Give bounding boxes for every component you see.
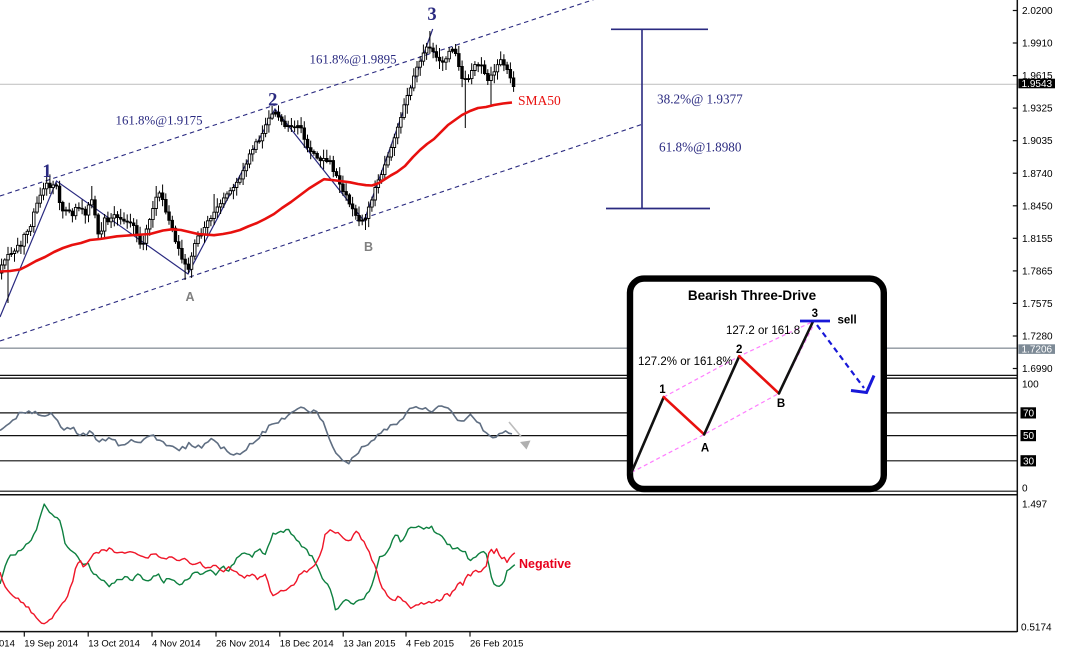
- svg-text:2: 2: [268, 91, 277, 111]
- svg-text:SMA50: SMA50: [518, 93, 561, 108]
- svg-text:B: B: [777, 398, 785, 410]
- svg-text:1.8155: 1.8155: [1022, 234, 1053, 245]
- svg-text:1.7575: 1.7575: [1022, 299, 1053, 310]
- svg-text:1.6990: 1.6990: [1022, 364, 1053, 375]
- svg-text:014: 014: [0, 639, 15, 650]
- svg-text:0: 0: [1022, 484, 1028, 495]
- svg-text:Bearish Three-Drive: Bearish Three-Drive: [688, 288, 817, 303]
- svg-text:1: 1: [659, 384, 666, 396]
- svg-text:100: 100: [1022, 380, 1039, 391]
- svg-text:B: B: [364, 240, 373, 254]
- svg-text:4 Feb 2015: 4 Feb 2015: [406, 639, 454, 650]
- svg-text:161.8%@1.9895: 161.8%@1.9895: [310, 53, 397, 67]
- svg-text:13 Oct 2014: 13 Oct 2014: [88, 639, 140, 650]
- svg-text:A: A: [701, 443, 709, 455]
- svg-text:1.7865: 1.7865: [1022, 266, 1053, 277]
- svg-text:4 Nov 2014: 4 Nov 2014: [152, 639, 201, 650]
- svg-text:70: 70: [1023, 409, 1035, 420]
- svg-text:A: A: [185, 290, 194, 304]
- svg-text:13 Jan 2015: 13 Jan 2015: [343, 639, 395, 650]
- svg-text:sell: sell: [838, 315, 857, 327]
- svg-text:1.9035: 1.9035: [1022, 136, 1053, 147]
- svg-text:1.7206: 1.7206: [1022, 344, 1053, 355]
- svg-text:1.8740: 1.8740: [1022, 169, 1053, 180]
- svg-text:127.2 or 161.8: 127.2 or 161.8: [726, 325, 800, 337]
- svg-text:1.497: 1.497: [1022, 500, 1047, 511]
- svg-text:1.9325: 1.9325: [1022, 104, 1053, 115]
- svg-text:19 Sep 2014: 19 Sep 2014: [24, 639, 78, 650]
- svg-text:1.9615: 1.9615: [1022, 71, 1053, 82]
- svg-text:26 Feb 2015: 26 Feb 2015: [470, 639, 523, 650]
- svg-text:61.8%@1.8980: 61.8%@1.8980: [659, 140, 742, 155]
- svg-text:0.5174: 0.5174: [1021, 623, 1052, 634]
- svg-text:30: 30: [1023, 456, 1035, 467]
- svg-text:161.8%@1.9175: 161.8%@1.9175: [116, 114, 203, 128]
- svg-text:Negative: Negative: [519, 557, 571, 571]
- svg-text:50: 50: [1023, 431, 1035, 442]
- svg-text:2.0200: 2.0200: [1022, 6, 1053, 17]
- svg-text:1.9910: 1.9910: [1022, 39, 1053, 50]
- svg-text:127.2% or 161.8%: 127.2% or 161.8%: [638, 356, 733, 368]
- svg-text:3: 3: [427, 5, 436, 25]
- svg-text:3: 3: [812, 308, 818, 320]
- svg-text:1.7280: 1.7280: [1022, 332, 1053, 343]
- svg-text:18 Dec 2014: 18 Dec 2014: [280, 639, 334, 650]
- svg-text:1.9543: 1.9543: [1022, 79, 1053, 90]
- svg-text:2: 2: [736, 344, 742, 356]
- svg-text:1.8450: 1.8450: [1022, 201, 1053, 212]
- svg-text:38.2%@ 1.9377: 38.2%@ 1.9377: [657, 92, 743, 107]
- svg-text:26 Nov 2014: 26 Nov 2014: [216, 639, 270, 650]
- svg-text:1: 1: [42, 162, 51, 182]
